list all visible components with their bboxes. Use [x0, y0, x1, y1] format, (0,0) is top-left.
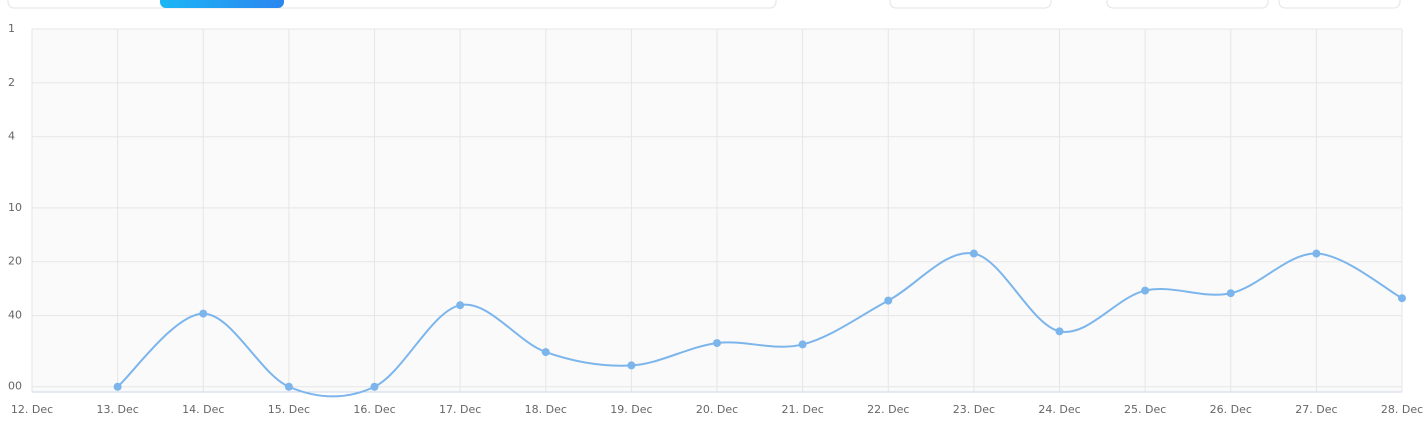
select-box[interactable] — [1278, 0, 1401, 9]
x-tick-label: 16. Dec — [353, 403, 395, 416]
x-tick-label: 20. Dec — [696, 403, 738, 416]
select-box[interactable] — [889, 0, 1052, 9]
data-point — [1055, 327, 1064, 336]
data-point — [1398, 294, 1406, 303]
y-tick-label: 10 — [8, 201, 22, 214]
x-tick-label: 14. Dec — [182, 403, 224, 416]
data-point — [713, 339, 721, 348]
x-tick-label: 25. Dec — [1124, 403, 1166, 416]
x-tick-label: 27. Dec — [1295, 403, 1337, 416]
x-tick-label: 15. Dec — [268, 403, 310, 416]
x-tick-label: 18. Dec — [525, 403, 567, 416]
data-point — [113, 382, 122, 391]
x-tick-label: 21. Dec — [781, 403, 823, 416]
y-tick-label: 4 — [8, 130, 15, 143]
data-point — [1226, 289, 1235, 298]
data-point — [798, 340, 807, 349]
data-point — [969, 249, 978, 258]
data-point — [199, 309, 208, 318]
toolbar-box — [7, 0, 777, 9]
y-tick-label: 00 — [8, 380, 22, 393]
data-point — [627, 361, 636, 370]
x-tick-label: 12. Dec — [11, 403, 53, 416]
x-tick-label: 28. Dec — [1381, 403, 1423, 416]
x-tick-label: 17. Dec — [439, 403, 481, 416]
data-point — [1141, 286, 1150, 295]
x-tick-label: 24. Dec — [1038, 403, 1080, 416]
x-tick-label: 23. Dec — [953, 403, 995, 416]
y-tick-label: 20 — [8, 255, 22, 268]
y-tick-label: 1 — [8, 22, 15, 35]
y-tick-label: 2 — [8, 76, 15, 89]
data-point — [456, 301, 465, 310]
data-point — [1312, 249, 1321, 258]
y-tick-label: 40 — [8, 309, 22, 322]
select-box[interactable] — [1106, 0, 1269, 9]
data-point — [370, 382, 379, 391]
series-line — [116, 252, 1403, 398]
x-tick-label: 13. Dec — [96, 403, 138, 416]
x-tick-label: 26. Dec — [1210, 403, 1252, 416]
data-point — [884, 296, 893, 305]
active-tab[interactable] — [160, 0, 284, 8]
x-tick-label: 22. Dec — [867, 403, 909, 416]
x-tick-label: 19. Dec — [610, 403, 652, 416]
data-point — [284, 382, 293, 391]
data-point — [541, 348, 550, 357]
